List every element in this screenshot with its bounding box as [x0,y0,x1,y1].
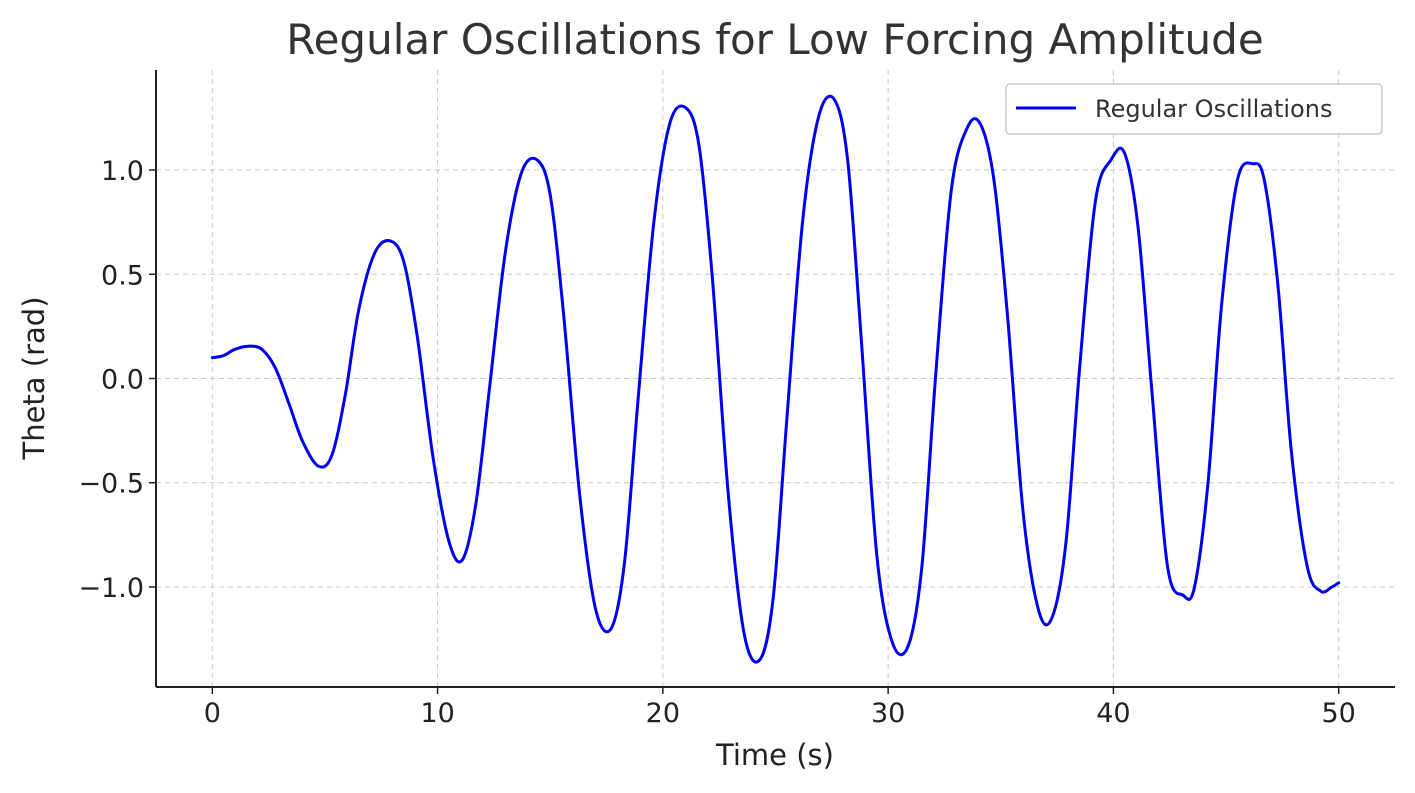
legend-label: Regular Oscillations [1095,95,1332,123]
x-tick-label: 30 [871,698,905,729]
x-tick-label: 40 [1096,698,1130,729]
x-tick-label: 50 [1322,698,1356,729]
y-tick-label: −1.0 [78,573,144,604]
x-tick-label: 0 [204,698,221,729]
legend: Regular Oscillations [1005,83,1383,135]
x-tick-label: 20 [646,698,680,729]
x-axis-label: Time (s) [715,738,834,772]
series-layer [210,94,1341,664]
x-tick-label: 10 [420,698,454,729]
y-axis-label: Theta (rad) [17,296,51,460]
y-axis-ticks: 1.0 0.5 0.0 −0.5 −1.0 [78,156,156,604]
y-tick-label: 0.5 [101,260,144,291]
legend-box [1005,83,1383,135]
y-tick-label: 1.0 [101,156,144,187]
grid-layer [156,70,1395,687]
series-line-0 [210,94,1341,664]
chart-title: Regular Oscillations for Low Forcing Amp… [286,15,1263,64]
y-tick-label: 0.0 [101,365,144,396]
y-tick-label: −0.5 [78,469,144,500]
x-axis-ticks: 0 10 20 30 40 50 [204,687,1356,729]
